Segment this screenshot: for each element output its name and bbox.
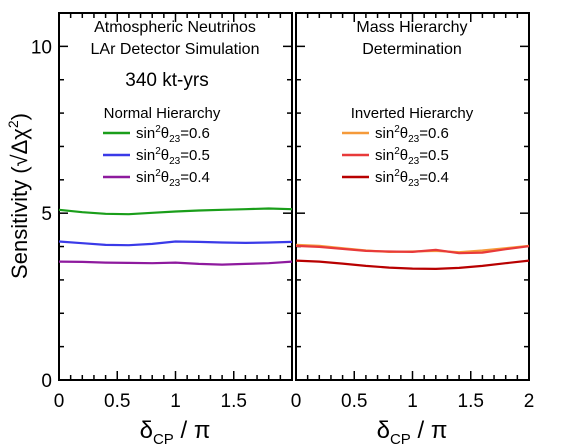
y-tick-label: 10 (31, 37, 52, 58)
left-title-line-2: LAr Detector Simulation (91, 41, 260, 58)
x-tick-label: 2 (524, 391, 535, 412)
legend-label: sin2θ23=0.5 (136, 146, 210, 167)
x-tick-label: 0 (54, 391, 65, 412)
x-tick-label: 1 (170, 391, 181, 412)
y-tick-label: 0 (41, 371, 52, 392)
series-line (58, 260, 293, 266)
y-axis-label: Sensitivity (√Δχ2) (5, 113, 32, 279)
right-panel-frame (295, 12, 530, 381)
x-axis-label-left: δCP / π (140, 417, 211, 448)
legend-label: sin2θ23=0.6 (136, 124, 210, 145)
x-tick-label: 1.5 (458, 391, 484, 412)
x-tick-label: 0 (291, 391, 302, 412)
x-tick-label: 0.5 (341, 391, 367, 412)
right-legend-title: Inverted Hierarchy (351, 105, 474, 122)
right-title-line-2: Determination (362, 41, 462, 58)
left-title-line-1: Atmospheric Neutrinos (94, 19, 256, 36)
left-legend-title: Normal Hierarchy (104, 105, 221, 122)
legend-label: sin2θ23=0.4 (375, 168, 449, 189)
curves-layer (58, 207, 530, 270)
y-tick-label: 5 (41, 204, 52, 225)
series-line (58, 207, 293, 216)
left-panel-frame (58, 12, 293, 381)
series-line (295, 259, 530, 270)
x-tick-label: 1.5 (221, 391, 247, 412)
x-axis-label-right: δCP / π (377, 417, 448, 448)
right-title-line-1: Mass Hierarchy (356, 19, 467, 36)
exposure-label: 340 kt-yrs (125, 70, 208, 91)
legend-layer: sin2θ23=0.6sin2θ23=0.5sin2θ23=0.4sin2θ23… (103, 124, 449, 189)
legend-label: sin2θ23=0.4 (136, 168, 210, 189)
legend-label: sin2θ23=0.5 (375, 146, 449, 167)
series-line (295, 244, 530, 255)
ticks-layer: 0 0.5 1 1.5 0 5 10 0 0.5 1 1.5 2 (31, 12, 535, 412)
x-tick-label: 1 (407, 391, 418, 412)
series-line (58, 240, 293, 247)
legend-label: sin2θ23=0.6 (375, 124, 449, 145)
x-tick-label: 0.5 (104, 391, 130, 412)
